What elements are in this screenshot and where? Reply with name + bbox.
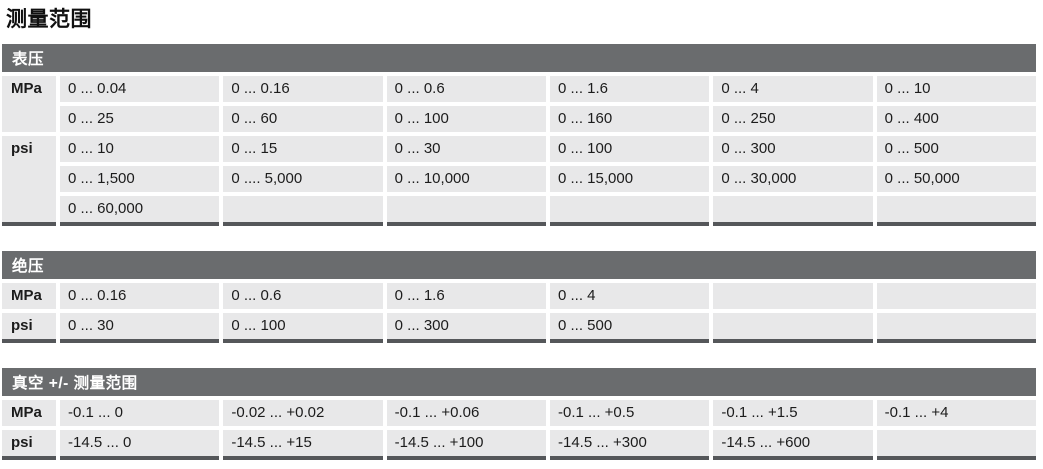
empty-cell [713,196,873,226]
range-cell: 0 ... 400 [876,106,1036,132]
empty-cell [876,313,1036,343]
page-title: 测量范围 [6,8,92,31]
range-cell: 0 ... 160 [549,106,710,132]
range-cell: -0.1 ... +0.06 [386,400,546,426]
range-cell: 0 ... 15,000 [549,166,710,192]
table-absolute-pressure: 绝压 MPa 0 ... 0.16 0 ... 0.6 0 ... 1.6 0 ... 4… [2,251,1036,343]
range-cell: 0 ... 250 [713,106,873,132]
range-cell: 0 ... 500 [549,313,710,343]
range-cell: -14.5 ... +300 [549,430,710,460]
range-cell: 0 ... 500 [876,136,1036,162]
table-grid-gauge-pressure: MPa 0 ... 0.04 0 ... 0.16 0 ... 0.6 0 ... 1.… [2,76,1036,226]
range-cell: 0 ... 1.6 [549,76,710,102]
range-cell: -14.5 ... +600 [713,430,873,460]
unit-label-psi: psi [2,136,56,226]
range-cell: 0 ... 30 [60,313,220,343]
range-cell: 0 ... 30 [386,136,546,162]
range-cell: -14.5 ... +100 [386,430,546,460]
empty-cell [713,283,873,309]
empty-cell [876,430,1036,460]
unit-label-mpa: MPa [2,76,56,132]
empty-cell [876,283,1036,309]
table-header-gauge-pressure: 表压 [2,44,1036,72]
range-cell: 0 ... 4 [549,283,710,309]
range-cell: 0 ... 1.6 [386,283,546,309]
range-cell: 0 ... 60 [223,106,383,132]
range-cell: 0 ... 0.6 [386,76,546,102]
empty-cell [223,196,383,226]
range-cell: 0 ... 15 [223,136,383,162]
range-cell: -14.5 ... +15 [223,430,383,460]
unit-label-psi: psi [2,430,56,460]
range-cell: 0 ... 10,000 [386,166,546,192]
range-cell: 0 ... 300 [713,136,873,162]
range-cell: 0 ... 4 [713,76,873,102]
unit-label-mpa: MPa [2,400,56,426]
range-cell: 0 ... 10 [876,76,1036,102]
range-cell: -0.1 ... 0 [60,400,220,426]
table-grid-absolute-pressure: MPa 0 ... 0.16 0 ... 0.6 0 ... 1.6 0 ... 4 ps… [2,283,1036,343]
range-cell: 0 ... 0.6 [223,283,383,309]
range-cell: 0 ... 0.16 [223,76,383,102]
range-cell: 0 ... 1,500 [60,166,220,192]
range-cell: -0.1 ... +1.5 [713,400,873,426]
range-cell: -0.1 ... +0.5 [549,400,710,426]
table-grid-vacuum-range: MPa -0.1 ... 0 -0.02 ... +0.02 -0.1 ... +0.… [2,400,1036,460]
range-cell: 0 ... 25 [60,106,220,132]
unit-label-psi: psi [2,313,56,343]
range-cell: 0 ... 60,000 [60,196,220,226]
range-cell: 0 ... 0.04 [60,76,220,102]
range-cell: 0 ... 100 [386,106,546,132]
table-gauge-pressure: 表压 MPa 0 ... 0.04 0 ... 0.16 0 ... 0.6 0 ... … [2,44,1036,226]
range-cell: 0 ... 100 [223,313,383,343]
range-cell: 0 ... 100 [549,136,710,162]
empty-cell [713,313,873,343]
range-cell: 0 ... 10 [60,136,220,162]
table-header-absolute-pressure: 绝压 [2,251,1036,279]
unit-label-mpa: MPa [2,283,56,309]
measuring-range-tables: 表压 MPa 0 ... 0.04 0 ... 0.16 0 ... 0.6 0 ... … [2,44,1043,460]
empty-cell [876,196,1036,226]
range-cell: 0 ... 0.16 [60,283,220,309]
empty-cell [386,196,546,226]
range-cell: -0.02 ... +0.02 [223,400,383,426]
range-cell: -0.1 ... +4 [876,400,1036,426]
table-header-vacuum-range: 真空 +/- 测量范围 [2,368,1036,396]
range-cell: 0 .... 5,000 [223,166,383,192]
range-cell: 0 ... 300 [386,313,546,343]
range-cell: 0 ... 50,000 [876,166,1036,192]
empty-cell [549,196,710,226]
table-vacuum-range: 真空 +/- 测量范围 MPa -0.1 ... 0 -0.02 ... +0.02-… [2,368,1036,460]
range-cell: 0 ... 30,000 [713,166,873,192]
range-cell: -14.5 ... 0 [60,430,220,460]
